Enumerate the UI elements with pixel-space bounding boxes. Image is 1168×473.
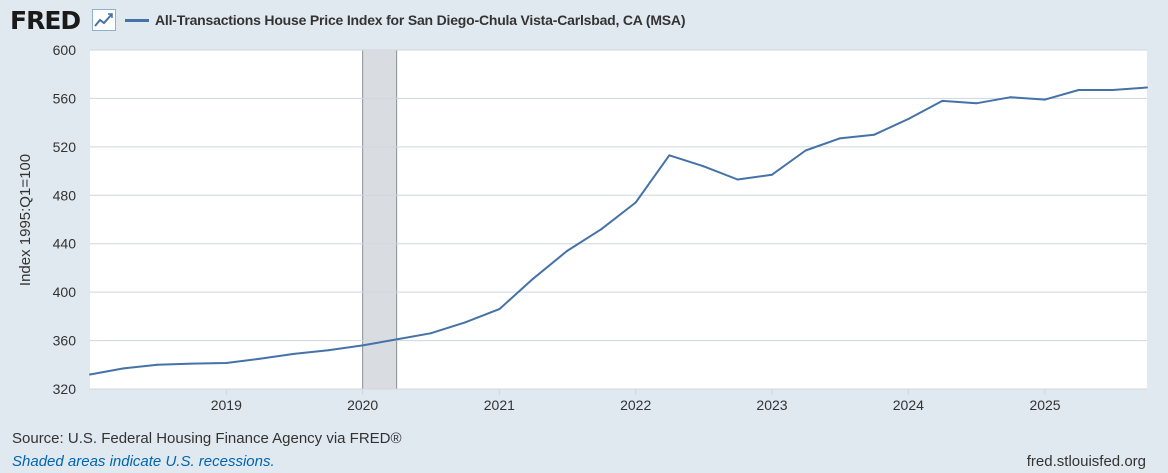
source-text: Source: U.S. Federal Housing Finance Age… bbox=[12, 430, 402, 447]
x-tick-label: 2019 bbox=[211, 397, 242, 413]
recession-band bbox=[362, 49, 398, 390]
y-axis-title: Index 1995:Q1=100 bbox=[17, 154, 34, 286]
fred-logo[interactable]: FRED bbox=[10, 6, 81, 35]
x-tick-label: 2023 bbox=[756, 397, 787, 413]
data-point bbox=[804, 149, 807, 152]
data-point bbox=[975, 102, 978, 105]
data-point bbox=[395, 338, 398, 341]
x-tick-label: 2020 bbox=[347, 397, 378, 413]
data-point bbox=[1044, 98, 1047, 101]
legend-swatch bbox=[125, 18, 149, 22]
y-tick-label: 480 bbox=[53, 187, 77, 203]
chart-legend: All-Transactions House Price Index for S… bbox=[125, 10, 686, 30]
data-point bbox=[190, 362, 193, 365]
data-point bbox=[89, 373, 91, 376]
data-point bbox=[498, 308, 501, 311]
data-point bbox=[1111, 88, 1114, 91]
data-point bbox=[736, 178, 739, 181]
data-point bbox=[1009, 96, 1012, 99]
data-point bbox=[907, 118, 910, 121]
data-point bbox=[429, 332, 432, 335]
data-point bbox=[600, 228, 603, 231]
data-point bbox=[1077, 88, 1080, 91]
legend-label: All-Transactions House Price Index for S… bbox=[155, 12, 686, 28]
x-tick-label: 2021 bbox=[484, 397, 515, 413]
chart-header: FRED All-Transactions House Price Index … bbox=[0, 0, 1168, 40]
y-tick-label: 520 bbox=[53, 139, 77, 155]
data-point bbox=[1146, 86, 1148, 89]
site-url[interactable]: fred.stlouisfed.org bbox=[1026, 453, 1146, 470]
x-tick-label: 2025 bbox=[1029, 397, 1060, 413]
data-point bbox=[122, 367, 125, 370]
data-point bbox=[361, 344, 364, 347]
data-point bbox=[668, 154, 671, 157]
data-point bbox=[531, 277, 534, 280]
data-point bbox=[771, 173, 774, 176]
x-tick-label: 2024 bbox=[893, 397, 924, 413]
plot-background bbox=[90, 50, 1147, 389]
data-point bbox=[327, 349, 330, 352]
y-tick-label: 400 bbox=[53, 284, 77, 300]
x-tick-label: 2022 bbox=[620, 397, 651, 413]
y-tick-label: 360 bbox=[53, 333, 77, 349]
data-point bbox=[225, 361, 228, 364]
data-point bbox=[872, 133, 875, 136]
data-point bbox=[634, 201, 637, 204]
data-point bbox=[941, 99, 944, 102]
data-point bbox=[702, 165, 705, 168]
y-tick-label: 600 bbox=[53, 42, 77, 58]
data-point bbox=[463, 321, 466, 324]
line-chart-icon bbox=[92, 9, 116, 31]
data-point bbox=[565, 249, 568, 252]
series-line bbox=[89, 86, 1148, 376]
y-tick-label: 320 bbox=[53, 381, 77, 397]
y-tick-label: 440 bbox=[53, 236, 77, 252]
y-tick-label: 560 bbox=[53, 90, 77, 106]
data-point bbox=[838, 137, 841, 140]
data-point bbox=[156, 363, 159, 366]
data-point bbox=[258, 357, 261, 360]
recession-note: Shaded areas indicate U.S. recessions. bbox=[12, 453, 275, 470]
data-point bbox=[292, 352, 295, 355]
chart-area: 320 360 400 440 480 520 560 600 2019 2020 2021 2022… bbox=[17, 42, 1148, 413]
